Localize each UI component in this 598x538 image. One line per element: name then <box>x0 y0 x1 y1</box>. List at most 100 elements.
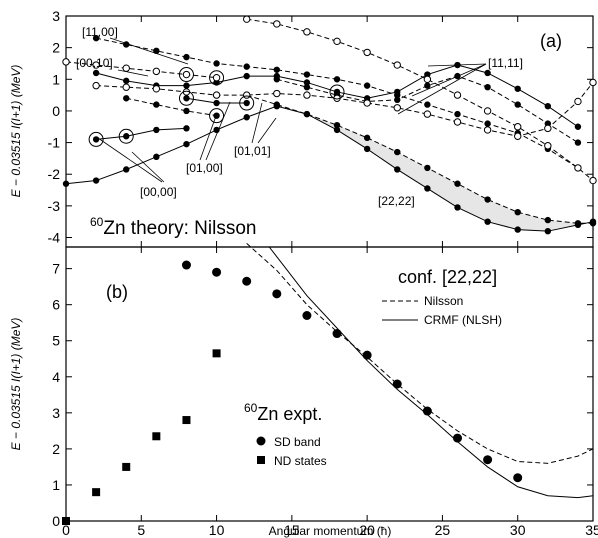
data-point-open-b <box>574 164 582 172</box>
data-point-open-a <box>574 97 582 106</box>
data-point-11-00 <box>92 34 100 42</box>
data-point-11-11 <box>544 102 552 110</box>
highlight-ring <box>209 108 225 124</box>
data-point-11-11 <box>484 69 491 77</box>
data-point-22-22-nilsson-2 <box>589 220 597 227</box>
data-point-11-11-b <box>574 139 582 146</box>
series-nilsson <box>246 243 594 464</box>
arrow-00-00-a <box>97 137 163 183</box>
data-point-open-a <box>453 118 462 126</box>
data-point-11-00 <box>153 47 160 55</box>
data-point-open-b <box>242 15 251 23</box>
series-open-a <box>92 78 597 140</box>
data-point-11-11 <box>243 72 250 80</box>
series-open-b <box>242 15 597 185</box>
data-point-11-11 <box>123 77 130 85</box>
data-point-11-00 <box>303 71 311 78</box>
panel-a: 3 2 1 0 -1 -2 -3 -4 (a) 60Zn theory: Nilsson E … <box>9 8 597 248</box>
panel-a-ytick-label: -4 <box>48 230 61 246</box>
data-point-sd-band <box>181 260 191 270</box>
series-01-01 <box>183 95 250 107</box>
series-line-crmf-nlsh <box>268 246 594 499</box>
data-point-22-22 <box>424 185 431 192</box>
legend-sd-swatch <box>256 436 266 446</box>
data-point-open-a <box>363 99 371 107</box>
data-point-22-22 <box>243 114 250 121</box>
legend-sd-label: SD band <box>274 435 321 449</box>
data-point-11-00 <box>213 60 220 67</box>
series-sd-band <box>181 260 523 483</box>
shaded-region <box>306 114 593 232</box>
data-point-22-22-nilsson-2 <box>333 121 341 129</box>
data-point-sd-band <box>483 455 493 465</box>
data-point-nd-states <box>212 349 221 358</box>
data-point-01-01 <box>183 95 190 102</box>
panel-b-xtick-label: 25 <box>435 522 451 538</box>
data-point-11-11 <box>183 82 190 89</box>
panel-a-title: 60Zn theory: Nilsson <box>90 215 256 239</box>
panel-b-series <box>62 243 594 525</box>
data-point-00-00 <box>183 125 190 132</box>
panel-b: 0 1 2 3 4 5 6 7 0 5 10 15 20 25 30 35 (b) conf. [22,22]… <box>9 243 598 538</box>
arrow-11-11-a <box>427 63 487 67</box>
data-point-open-a <box>122 83 130 91</box>
data-point-22-22 <box>544 227 552 235</box>
panel-b-ytick-label: 1 <box>52 477 60 493</box>
data-point-open-b <box>363 48 371 57</box>
data-point-00-10 <box>62 58 70 66</box>
data-point-open-a <box>242 91 251 99</box>
highlight-ring <box>239 95 255 111</box>
data-point-01-00 <box>153 101 160 108</box>
panel-a-title-text: Zn theory: Nilsson <box>103 218 256 239</box>
data-point-01-01 <box>243 99 250 107</box>
data-point-open-b <box>273 20 281 28</box>
data-point-00-00 <box>153 126 160 134</box>
arrow-11-11-b <box>411 63 487 97</box>
panel-b-ytick-label: 0 <box>52 513 60 529</box>
data-point-open-a <box>514 132 522 140</box>
data-point-11-11-b <box>484 83 491 91</box>
config-label-22-22: [22,22] <box>378 194 415 208</box>
panel-b-label: (b) <box>106 282 128 302</box>
data-point-00-10 <box>182 70 191 79</box>
data-point-11-00 <box>454 110 461 118</box>
data-point-11-11 <box>303 79 311 86</box>
data-point-01-00 <box>123 95 130 102</box>
panel-b-xtick-label: 0 <box>62 522 70 538</box>
data-point-22-22 <box>153 153 160 161</box>
data-point-open-a <box>423 110 432 118</box>
data-point-open-b <box>483 107 492 115</box>
series-00-00 <box>92 125 190 143</box>
data-point-01-01 <box>213 99 220 107</box>
panel-a-axes: 3 2 1 0 -1 -2 -3 -4 <box>48 8 594 247</box>
data-point-open-a <box>544 124 552 133</box>
data-point-22-22-nilsson-2 <box>303 110 311 118</box>
data-point-22-22-nilsson-2 <box>424 164 431 172</box>
data-point-11-11-b <box>424 82 431 89</box>
series-line-00-00 <box>96 127 187 140</box>
data-point-open-a <box>589 78 597 87</box>
config-label-01-00: [01,00] <box>186 161 223 175</box>
expt-label: 60Zn expt. <box>244 401 322 424</box>
panel-a-ytick-label: -2 <box>48 166 61 182</box>
data-point-11-11 <box>92 69 100 77</box>
data-point-open-b <box>333 37 341 46</box>
panel-a-ylabel: E − 0.03515 I(I+1) (MeV) <box>9 65 23 198</box>
panel-a-title-mass: 60 <box>90 215 104 229</box>
data-point-11-00 <box>273 66 280 73</box>
data-point-open-a <box>152 85 161 93</box>
data-point-22-22 <box>123 166 130 173</box>
data-point-open-b <box>589 176 597 185</box>
series-line-00-10 <box>65 61 217 79</box>
data-point-00-10 <box>152 67 161 76</box>
panel-b-ytick-label: 2 <box>52 441 60 457</box>
data-point-11-00 <box>424 101 431 108</box>
panel-a-ytick-label: -3 <box>48 198 61 214</box>
data-point-22-22-nilsson-2 <box>544 216 552 224</box>
conf-label: conf. [22,22] <box>398 267 497 287</box>
data-point-00-10 <box>212 74 221 82</box>
series-22-22-nilsson-2 <box>243 91 597 227</box>
data-point-open-b <box>453 91 462 99</box>
panel-b-xlabel: Angular momentum (ħ) <box>269 524 392 538</box>
